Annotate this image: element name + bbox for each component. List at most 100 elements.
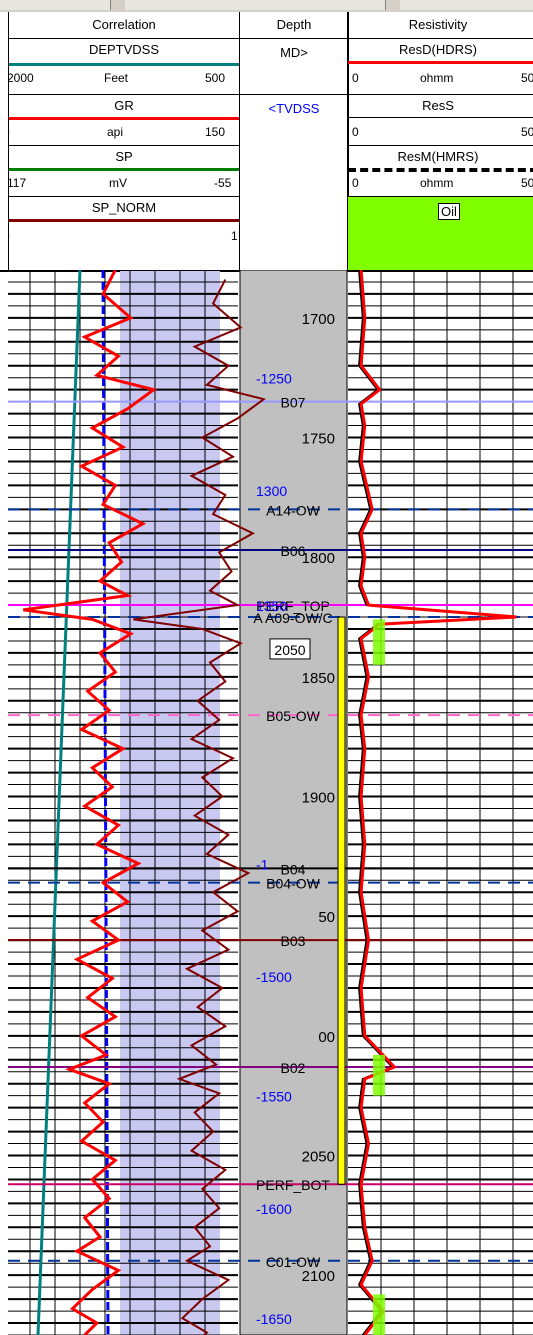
scale-min: -2000: [9, 71, 34, 85]
depth-track-bg: [239, 270, 348, 1335]
formation-top-label: A14-OW: [266, 502, 320, 518]
curve-name: GR: [114, 98, 134, 113]
curve-color-bar: [9, 63, 239, 66]
tvdss-tick-label: -1250: [256, 371, 292, 387]
toolbar-segment: [400, 0, 533, 10]
sp-curve: [101, 270, 110, 1335]
curve-deptvdss[interactable]: DEPTVDSS -2000 Feet 500: [9, 39, 239, 95]
scale-max: 150: [205, 125, 226, 139]
correlation-title-cell: Correlation: [9, 12, 239, 39]
curve-name: DEPTVDSS: [88, 42, 160, 57]
formation-top-label: B07: [281, 395, 306, 411]
scale-unit: api: [107, 125, 124, 139]
tvdss-tick-label: -1550: [256, 1089, 292, 1105]
scale-min: 0: [352, 176, 359, 190]
perf-interval-bar: [337, 616, 346, 1185]
scale-min: -117: [9, 176, 27, 190]
curve-sp[interactable]: SP -117 mV -55: [9, 146, 239, 197]
tvdss-tick-label: -1: [256, 857, 269, 873]
scale-unit: Feet: [104, 71, 129, 85]
correlation-header: Correlation DEPTVDSS -2000 Feet 500 GR 0…: [8, 12, 240, 270]
formation-top-label: B05-OW: [266, 708, 320, 724]
tvdss-tick-label: -1600: [256, 1201, 292, 1217]
gr-curve: [23, 270, 158, 1335]
resistivity-header: Resistivity ResD(HDRS) 0 ohmm 50 ResS 0 …: [347, 12, 533, 270]
scale-unit: mV: [109, 176, 127, 190]
resistivity-title-cell: Resistivity: [348, 12, 533, 39]
md-tick-label: 2100: [302, 1268, 335, 1285]
depth-title: Depth: [276, 17, 312, 32]
formation-top-label: B04: [281, 861, 306, 877]
curve-sp-norm[interactable]: SP_NORM 0 1: [9, 197, 239, 270]
depth-title-cell: Depth: [240, 12, 348, 39]
curve-color-bar: [9, 117, 239, 120]
curve-name: ResS: [422, 98, 454, 113]
tvdss-tick-label: 1350: [256, 598, 287, 614]
scale-max: 50: [521, 71, 533, 85]
oil-zone-legend[interactable]: Oil: [348, 197, 533, 270]
resistivity-title: Resistivity: [408, 17, 468, 32]
tvdss-tick-label: -1650: [256, 1311, 292, 1327]
oil-shading: [373, 619, 385, 665]
curve-name: SP: [115, 149, 133, 164]
md-tick-label: 1800: [302, 550, 335, 567]
scale-min: 0: [352, 71, 359, 85]
curve-gr[interactable]: GR 0 api 150: [9, 95, 239, 146]
md-label[interactable]: MD>: [280, 45, 308, 60]
oil-shading: [373, 1054, 385, 1096]
correlation-title: Correlation: [92, 17, 156, 32]
tvdss-tick-label: -1500: [256, 969, 292, 985]
md-tick-label: 2050: [302, 1149, 335, 1166]
curve-color-bar: [348, 168, 533, 172]
scale-max: 500: [205, 71, 226, 85]
tvdss-label[interactable]: <TVDSS: [268, 101, 320, 116]
md-tick-label: 1750: [302, 431, 335, 448]
toolbar-segment: [0, 0, 111, 10]
curve-ress[interactable]: ResS 0 50: [348, 95, 533, 146]
scale-max: -55: [214, 176, 232, 190]
formation-top-label: PERF_TOP: [256, 598, 330, 614]
sp-norm-curve: [133, 279, 267, 1335]
md-tick-label: 1850: [302, 670, 335, 687]
formation-top-label: B03: [281, 933, 306, 949]
scale-min: 0: [352, 125, 359, 139]
curve-resm[interactable]: ResM(HMRS) 0 ohmm 50: [348, 146, 533, 197]
ress-curve: [357, 270, 515, 1335]
divider: [240, 94, 348, 95]
curve-color-bar: [348, 61, 533, 64]
formation-top-label: B02: [281, 1060, 306, 1076]
curve-name: ResM(HMRS): [397, 149, 479, 164]
scale-min: 0: [9, 125, 10, 139]
formation-top-label: B04-OW: [266, 876, 320, 892]
md-tick-label: 00: [318, 1029, 335, 1046]
md-tick-label: 1900: [302, 790, 335, 807]
log-header: Correlation DEPTVDSS -2000 Feet 500 GR 0…: [0, 12, 533, 272]
annotation-box: [269, 638, 311, 660]
scale-unit: ohmm: [420, 71, 454, 85]
toolbar-segment: [125, 0, 386, 10]
oil-label: Oil: [438, 203, 460, 220]
md-tick-label: 50: [318, 909, 335, 926]
md-tick-label: 1700: [302, 311, 335, 328]
curve-name: SP_NORM: [91, 200, 157, 215]
scale-max: 50: [521, 125, 533, 139]
curve-resd[interactable]: ResD(HDRS) 0 ohmm 50: [348, 39, 533, 95]
formation-top-label: A A09-OW/C: [253, 610, 332, 626]
curve-color-bar: [9, 219, 239, 222]
curve-color-bar: [348, 117, 533, 118]
formation-top-label: PERF_BOT: [256, 1177, 330, 1193]
curve-name: ResD(HDRS): [399, 42, 477, 57]
scale-max: 50: [521, 176, 533, 190]
formation-top-label: B06: [281, 543, 306, 559]
tvdss-tick-label: 1300: [256, 483, 287, 499]
depth-header: Depth MD> <TVDSS: [239, 12, 349, 270]
scale-max: 1: [231, 229, 238, 243]
deptvdss-curve: [36, 270, 82, 1335]
annotation-text: 2050: [274, 642, 305, 658]
scale-unit: ohmm: [420, 176, 454, 190]
resd-curve: [359, 270, 517, 1335]
oil-shading: [373, 1294, 385, 1335]
curve-color-bar: [9, 168, 239, 171]
scale-min: 0: [9, 229, 10, 243]
